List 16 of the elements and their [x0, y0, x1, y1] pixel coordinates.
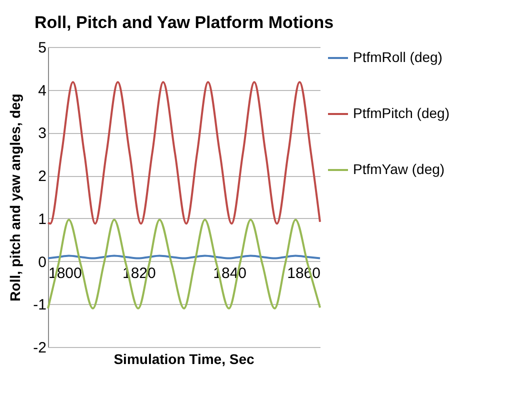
chart-title: Roll, Pitch and Yaw Platform Motions	[34, 13, 334, 32]
legend-label: PtfmPitch (deg)	[353, 105, 450, 121]
legend-label: PtfmYaw (deg)	[353, 161, 445, 177]
y-tick-label: 2	[38, 168, 46, 186]
y-tick-label: 0	[38, 254, 46, 271]
line-series	[47, 81, 321, 225]
x-axis-title: Simulation Time, Sec	[114, 351, 254, 367]
y-tick-label: 1	[38, 210, 46, 228]
line-series	[47, 218, 321, 310]
y-tick-label: 5	[38, 40, 46, 56]
y-axis-title: Roll, pitch and yaw angles, deg	[7, 94, 24, 302]
y-tick-label: 3	[38, 125, 46, 142]
y-tick-label: 4	[38, 82, 46, 100]
y-tick-label: -1	[33, 296, 46, 314]
legend-label: PtfmRoll (deg)	[353, 49, 442, 65]
y-tick-label: -2	[33, 340, 46, 356]
